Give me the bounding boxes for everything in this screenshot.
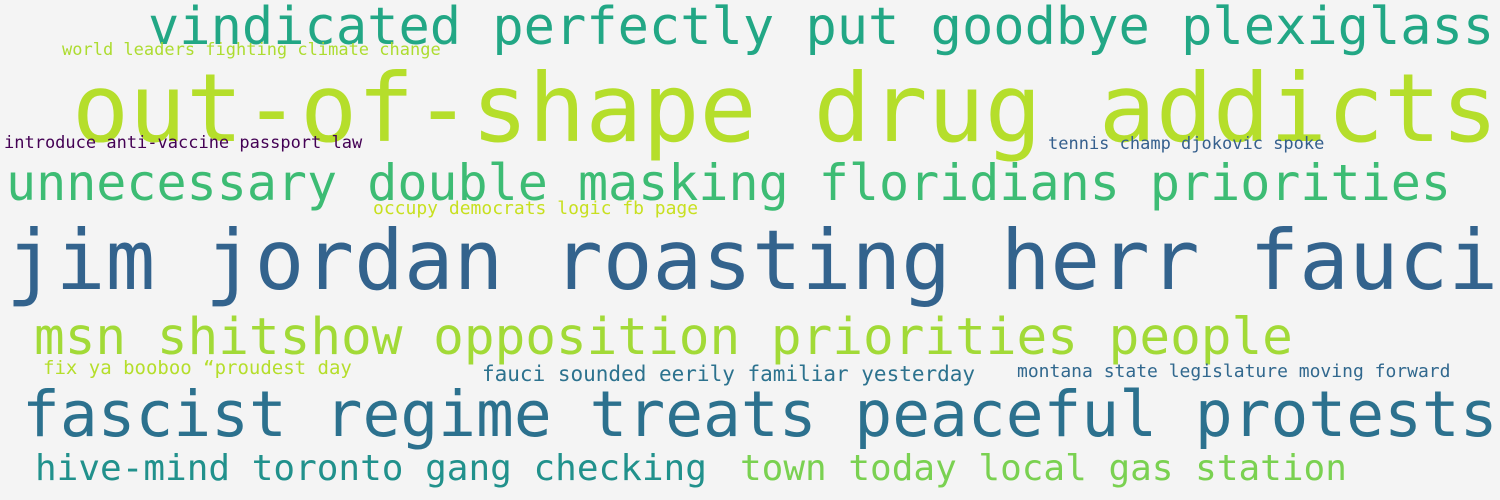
- phrase-world-leaders: world leaders fighting climate change: [62, 40, 441, 60]
- phrase-fauci-sounded: fauci sounded eerily familiar yesterday: [482, 362, 976, 386]
- phrase-jim-jordan: jim jordan roasting herr fauci: [6, 213, 1499, 309]
- phrase-unnecessary-double-masking: unnecessary double masking floridians pr…: [6, 154, 1451, 212]
- phrase-anti-vaccine-passport: introduce anti-vaccine passport law: [4, 133, 363, 153]
- phrase-out-of-shape: out-of-shape drug addicts: [72, 54, 1499, 164]
- phrase-msn-shitshow: msn shitshow opposition priorities peopl…: [34, 308, 1293, 367]
- phrase-fix-ya-booboo: fix ya booboo “proudest day: [43, 357, 352, 379]
- phrase-town-today: town today local gas station: [740, 448, 1347, 489]
- phrase-fascist-regime: fascist regime treats peaceful protests: [22, 378, 1498, 451]
- phrase-montana-legislature: montana state legislature moving forward: [1017, 361, 1451, 382]
- phrase-occupy-democrats: occupy democrats logic fb page: [373, 198, 699, 219]
- phrase-tennis-champ: tennis champ djokovic spoke: [1048, 134, 1325, 154]
- phrase-hive-mind: hive-mind toronto gang checking: [35, 448, 707, 489]
- phrase-vindicated-perfectly: vindicated perfectly put goodbye plexigl…: [148, 0, 1495, 57]
